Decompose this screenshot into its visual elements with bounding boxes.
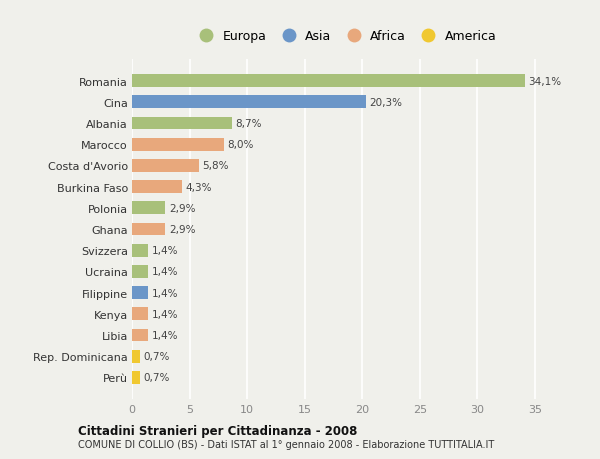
Bar	[132, 202, 166, 215]
Bar	[132, 350, 140, 363]
Bar	[132, 96, 366, 109]
Text: 0,7%: 0,7%	[143, 352, 170, 361]
Bar	[132, 181, 182, 194]
Legend: Europa, Asia, Africa, America: Europa, Asia, Africa, America	[188, 25, 502, 48]
Text: 1,4%: 1,4%	[152, 330, 178, 340]
Text: 1,4%: 1,4%	[152, 309, 178, 319]
Bar	[132, 286, 148, 299]
Bar	[132, 371, 140, 384]
Text: 1,4%: 1,4%	[152, 267, 178, 277]
Text: 1,4%: 1,4%	[152, 246, 178, 256]
Bar	[132, 139, 224, 151]
Bar	[132, 160, 199, 173]
Text: 2,9%: 2,9%	[169, 224, 196, 235]
Bar	[132, 329, 148, 341]
Bar	[132, 75, 524, 88]
Text: 5,8%: 5,8%	[202, 161, 229, 171]
Text: 8,7%: 8,7%	[236, 119, 262, 129]
Text: 1,4%: 1,4%	[152, 288, 178, 298]
Bar	[132, 265, 148, 278]
Text: 4,3%: 4,3%	[185, 182, 211, 192]
Bar	[132, 244, 148, 257]
Text: Cittadini Stranieri per Cittadinanza - 2008: Cittadini Stranieri per Cittadinanza - 2…	[78, 424, 358, 437]
Text: 8,0%: 8,0%	[227, 140, 254, 150]
Text: 2,9%: 2,9%	[169, 203, 196, 213]
Text: 20,3%: 20,3%	[369, 98, 402, 107]
Bar	[132, 308, 148, 320]
Bar	[132, 223, 166, 236]
Text: 0,7%: 0,7%	[143, 373, 170, 382]
Text: 34,1%: 34,1%	[528, 77, 561, 86]
Bar	[132, 118, 232, 130]
Text: COMUNE DI COLLIO (BS) - Dati ISTAT al 1° gennaio 2008 - Elaborazione TUTTITALIA.: COMUNE DI COLLIO (BS) - Dati ISTAT al 1°…	[78, 440, 494, 449]
